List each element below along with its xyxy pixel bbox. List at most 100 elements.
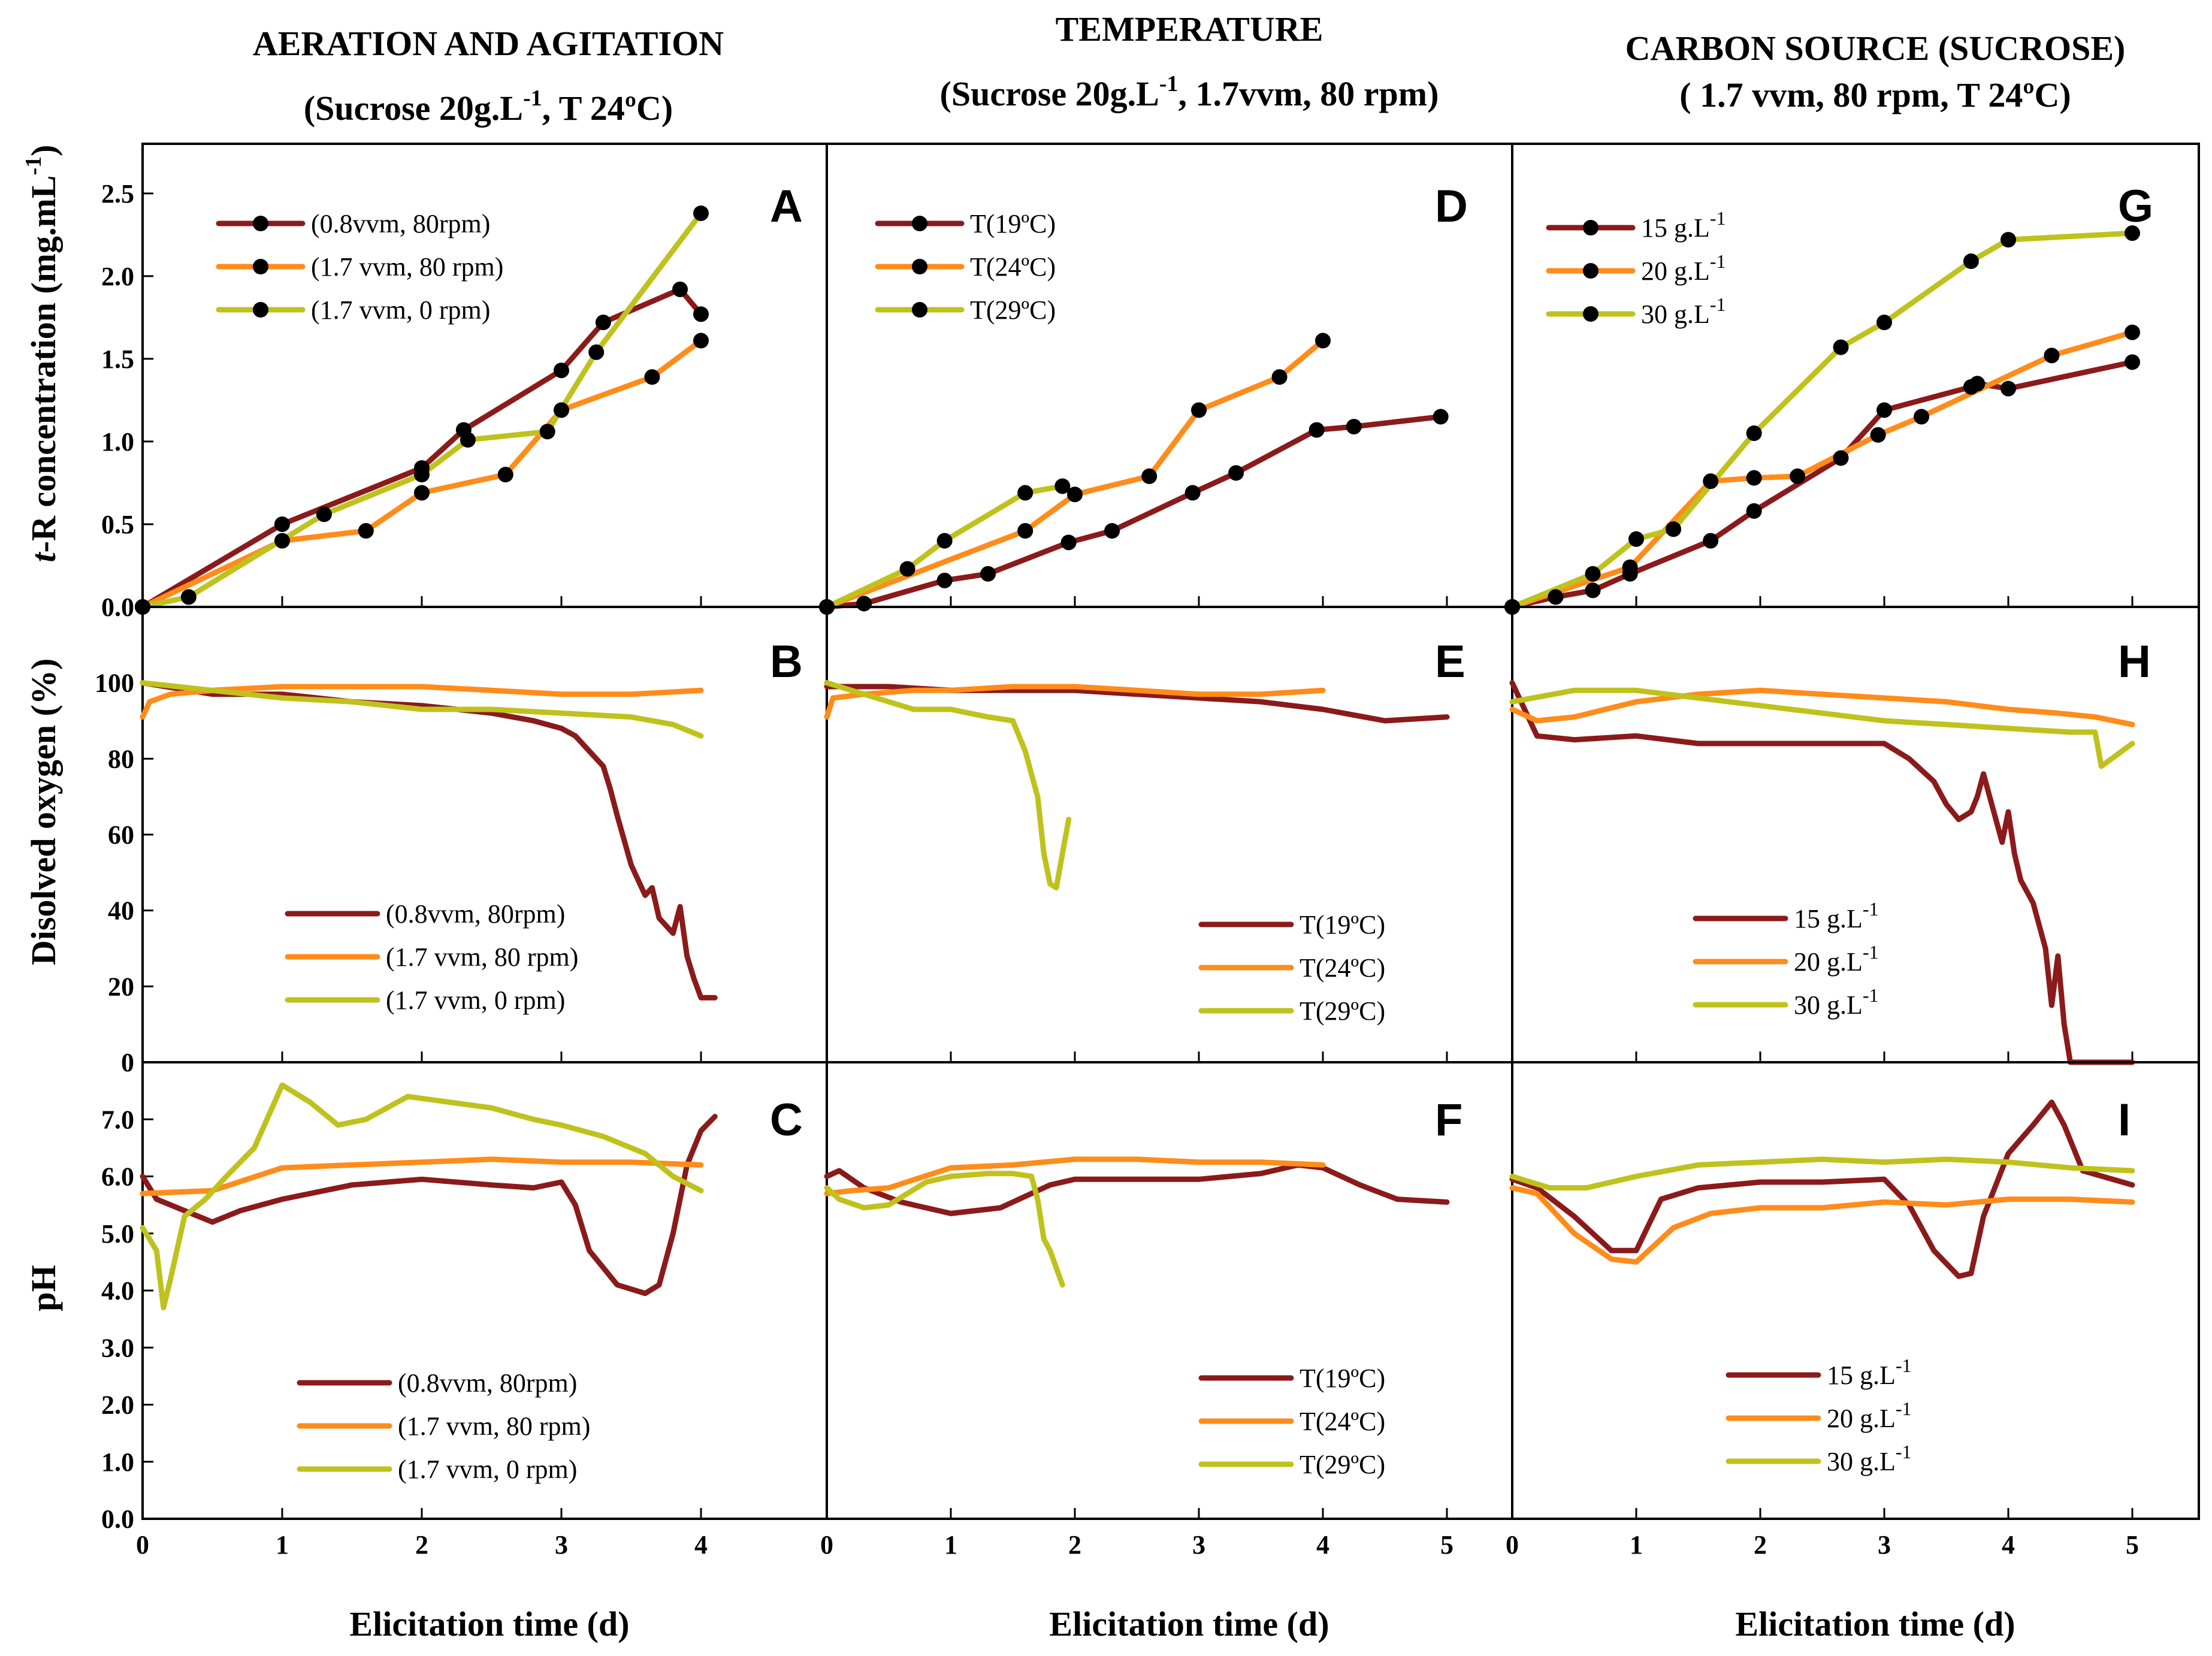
- y-tick-label-A-2: 1.0: [101, 427, 134, 457]
- data-point-D-1-6: [1315, 333, 1331, 349]
- legend-label-G-2: 30 g.L-1: [1641, 294, 1726, 329]
- legend-label-H-2: 30 g.L-1: [1794, 984, 1879, 1020]
- y-axis-label-concentration-end: ): [24, 145, 63, 156]
- legend-label-main-D-2: T(29ºC): [970, 295, 1056, 325]
- panel-frame-D: [826, 143, 1513, 608]
- legend-label-main-A-1: (1.7 vvm, 80 rpm): [311, 252, 503, 282]
- legend-label-sup-I-0: -1: [1896, 1355, 1912, 1376]
- x-tick-label-I-1: 1: [1630, 1530, 1643, 1560]
- x-tick-label-C-4: 4: [694, 1530, 708, 1560]
- series-line-F-2: [824, 1171, 1065, 1288]
- legend-E: T(19ºC) T(24ºC) T(29ºC): [1198, 910, 1385, 1026]
- series-line-G-0: [1509, 359, 2135, 610]
- panel-D: D T(19ºC) T(24ºC) T(29ºC): [819, 143, 1513, 615]
- data-point-D-0-4: [1060, 534, 1077, 551]
- y-tick-label-B-5: 100: [95, 669, 134, 698]
- panel-A: 0.0 0.5 1.0 1.5 2.0 2.5 A (0.8vvm, 80rpm) (1.7 v…: [101, 143, 828, 622]
- legend-D: T(19ºC) T(24ºC) T(29ºC): [875, 209, 1056, 325]
- legend-B: (0.8vvm, 80rpm) (1.7 vvm, 80 rpm) (1.7 vvm…: [285, 899, 578, 1015]
- y-tick-label-A-1: 0.5: [101, 510, 134, 539]
- data-point-G-0-9: [1969, 376, 1986, 392]
- data-point-D-0-1: [856, 596, 872, 612]
- data-point-A-2-5: [539, 424, 555, 440]
- legend-label-main-G-2: 30 g.L: [1641, 300, 1710, 329]
- legend-marker-A-2: [253, 302, 268, 318]
- legend-label-B-0: (0.8vvm, 80rpm): [386, 899, 565, 929]
- legend-marker-D-1: [912, 259, 927, 274]
- data-point-A-2-6: [588, 344, 605, 360]
- panel-B: 0 20 40 60 80 100 B (0.8vvm, 80rpm) (1.7 vvm, 80…: [95, 606, 828, 1077]
- legend-label-main-C-2: (1.7 vvm, 0 rpm): [398, 1455, 577, 1484]
- x-tick-label-I-0: 0: [1506, 1530, 1519, 1560]
- panel-letter-C: C: [770, 1095, 803, 1146]
- data-point-A-2-2: [316, 506, 332, 522]
- series-line-I-0: [1509, 1099, 2135, 1279]
- series-line-I-1: [1509, 1185, 2135, 1265]
- legend-label-main-B-1: (1.7 vvm, 80 rpm): [386, 942, 578, 972]
- panel-letter-H: H: [2118, 636, 2151, 687]
- legend-label-sup-I-1: -1: [1896, 1398, 1912, 1419]
- col-title-1-line2-end: , T 24ºC): [542, 89, 673, 128]
- y-tick-label-C-5: 5.0: [101, 1219, 134, 1249]
- legend-label-main-I-1: 20 g.L: [1827, 1404, 1896, 1433]
- series-line-D-0: [824, 414, 1444, 610]
- data-point-G-2-5: [1833, 339, 1849, 355]
- data-point-D-0-7: [1228, 465, 1244, 481]
- col-title-1-line2-main: (Sucrose 20g.L: [304, 89, 523, 128]
- x-tick-label-F-1: 1: [944, 1530, 957, 1560]
- series-line-C-0: [140, 1114, 718, 1297]
- col-title-2-line2-main: (Sucrose 20g.L: [940, 74, 1159, 113]
- x-axis-labels: Elicitation time (d) Elicitation time (d…: [349, 1604, 2015, 1643]
- data-point-A-2-1: [180, 589, 197, 605]
- legend-label-F-1: T(24ºC): [1300, 1407, 1385, 1436]
- series-line-E-1: [824, 684, 1326, 720]
- series-line-B-1: [140, 684, 704, 720]
- legend-label-main-D-1: T(24ºC): [970, 252, 1056, 282]
- legend-label-F-2: T(29ºC): [1300, 1450, 1385, 1479]
- data-point-G-1-1: [1622, 559, 1638, 575]
- data-point-A-0-4: [554, 362, 569, 379]
- y-tick-label-B-3: 60: [108, 820, 134, 850]
- legend-label-sup-G-0: -1: [1710, 207, 1726, 229]
- x-axis-label-col1: Elicitation time (d): [349, 1604, 629, 1643]
- series-line-F-1: [824, 1156, 1326, 1196]
- x-tick-label-I-5: 5: [2126, 1530, 2139, 1560]
- legend-label-D-2: T(29ºC): [970, 295, 1056, 325]
- legend-marker-D-0: [912, 216, 927, 231]
- x-tick-label-C-1: 1: [276, 1530, 289, 1560]
- x-tick-label-F-4: 4: [1316, 1530, 1329, 1560]
- legend-label-main-E-2: T(29ºC): [1300, 996, 1385, 1026]
- data-point-D-0-9: [1346, 419, 1362, 435]
- data-point-D-2-1: [899, 561, 915, 577]
- legend-marker-D-2: [912, 302, 927, 318]
- legend-marker-A-1: [253, 259, 268, 274]
- y-tick-label-C-2: 2.0: [101, 1391, 134, 1420]
- data-point-G-0-2: [1585, 582, 1601, 599]
- data-point-G-2-1: [1585, 566, 1601, 582]
- y-tick-label-A-5: 2.5: [101, 179, 134, 208]
- legend-label-main-H-1: 20 g.L: [1794, 947, 1863, 977]
- data-point-A-2-4: [460, 432, 476, 448]
- legend-label-main-C-0: (0.8vvm, 80rpm): [398, 1368, 577, 1398]
- panel-letter-D: D: [1435, 181, 1468, 232]
- legend-label-sup-H-0: -1: [1863, 898, 1879, 920]
- legend-label-I-2: 30 g.L-1: [1827, 1441, 1912, 1476]
- x-tick-label-I-4: 4: [2002, 1530, 2015, 1560]
- legend-label-main-G-0: 15 g.L: [1641, 213, 1710, 243]
- data-point-G-0-5: [1746, 503, 1762, 519]
- col-title-3-line1: CARBON SOURCE (SUCROSE): [1625, 29, 2126, 68]
- x-tick-label-C-3: 3: [555, 1530, 568, 1560]
- data-point-G-1-5: [1870, 427, 1886, 443]
- data-point-A-1-4: [497, 467, 513, 483]
- series-line-H-2: [1509, 687, 2135, 769]
- legend-label-main-E-0: T(19ºC): [1300, 910, 1385, 939]
- x-tick-label-C-0: 0: [136, 1530, 149, 1560]
- legend-label-sup-H-2: -1: [1863, 984, 1879, 1006]
- data-point-A-0-6: [672, 281, 688, 297]
- y-tick-label-A-3: 1.5: [101, 345, 134, 374]
- legend-label-E-1: T(24ºC): [1300, 953, 1385, 983]
- data-point-A-2-3: [414, 467, 430, 483]
- y-tick-label-C-4: 4.0: [101, 1276, 134, 1306]
- data-point-G-1-7: [2044, 347, 2060, 364]
- series-line-I-2: [1509, 1156, 2135, 1191]
